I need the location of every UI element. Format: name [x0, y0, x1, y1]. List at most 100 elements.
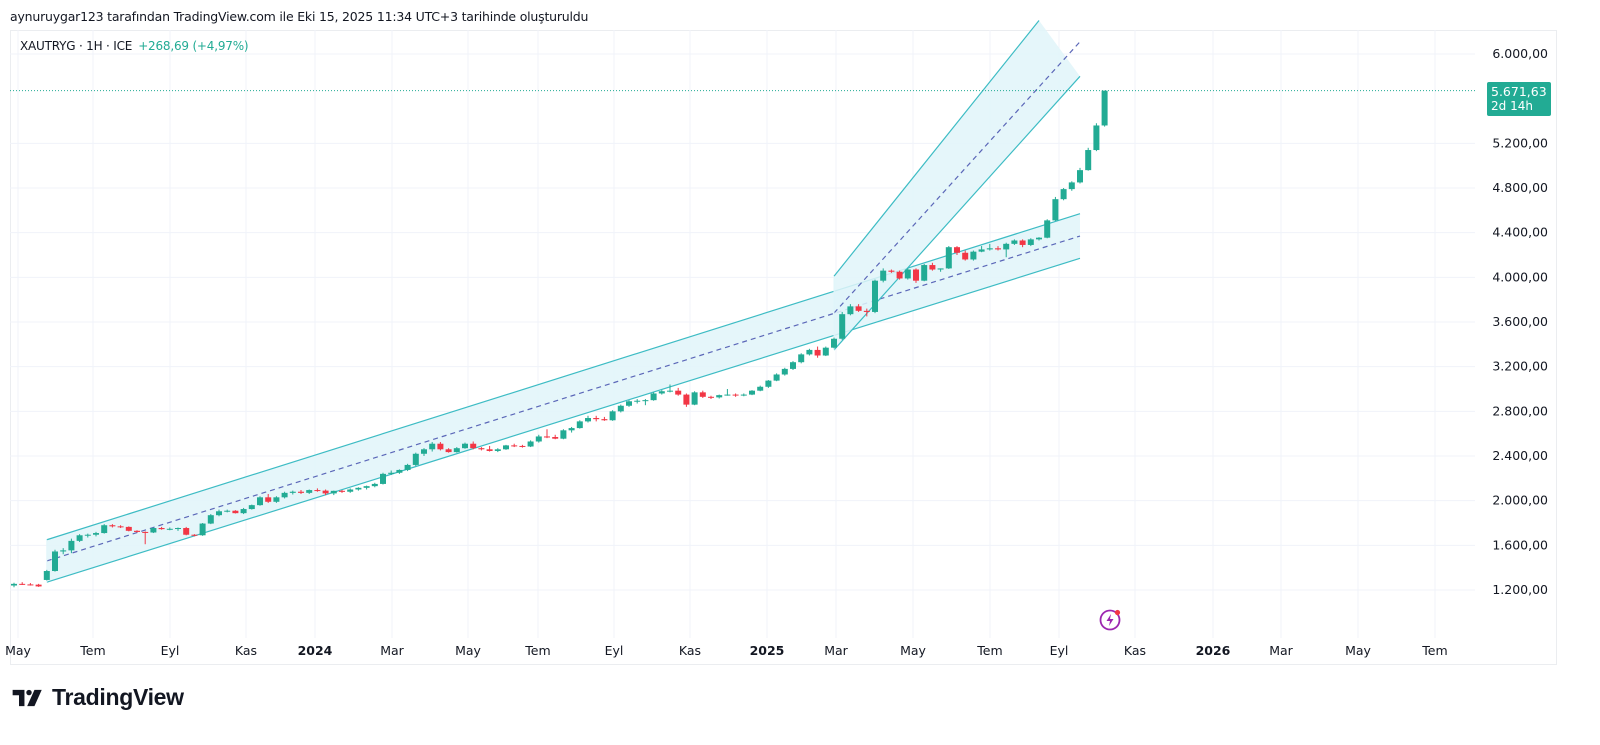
candle	[478, 447, 485, 451]
candle-body	[798, 354, 805, 363]
candle-body	[1052, 199, 1059, 221]
candle-body	[986, 248, 993, 250]
candle	[486, 445, 493, 452]
candle-body	[117, 526, 124, 528]
candle-body	[937, 268, 944, 270]
candle	[962, 250, 969, 261]
candle	[568, 426, 575, 433]
candle	[347, 488, 354, 493]
candle-body	[544, 436, 550, 438]
candle	[330, 490, 337, 496]
candle-body	[478, 448, 485, 450]
time-axis-label: Eyl	[1050, 643, 1069, 658]
price-axis-label: 2.400,00	[1492, 448, 1548, 463]
candle-body	[601, 419, 608, 421]
candle	[1093, 123, 1100, 152]
candle-body	[232, 510, 239, 514]
candle	[847, 304, 854, 316]
candle	[322, 489, 329, 496]
candle-body	[757, 386, 764, 391]
candle-body	[175, 528, 181, 530]
last-price-tag: 5.671,63 2d 14h	[1487, 82, 1551, 116]
candle	[445, 448, 452, 453]
candle	[84, 533, 91, 538]
candle-body	[535, 436, 542, 442]
time-axis-label: 2026	[1196, 643, 1231, 658]
symbol-legend[interactable]: XAUTRYG · 1H · ICE +268,69 (+4,97%)	[20, 39, 249, 53]
chart-caption: aynuruygar123 tarafından TradingView.com…	[10, 9, 589, 24]
candle-body	[855, 306, 862, 311]
candle	[995, 246, 1001, 251]
time-axis-label: 2024	[298, 643, 333, 658]
tradingview-logo[interactable]: TradingView	[12, 684, 184, 711]
candle-body	[929, 265, 936, 270]
candle	[380, 472, 386, 485]
candle	[191, 534, 198, 537]
lightning-events-icon[interactable]	[1098, 608, 1122, 632]
candle-body	[593, 418, 600, 420]
candle-body	[224, 510, 231, 512]
price-axis-label: 5.200,00	[1492, 135, 1548, 150]
candle-body	[839, 314, 846, 339]
candle-body	[675, 390, 682, 395]
candle	[757, 385, 764, 392]
candle	[19, 582, 26, 585]
candle	[1085, 147, 1092, 171]
candle	[437, 442, 444, 451]
candle-body	[1077, 170, 1083, 183]
candle	[937, 268, 944, 272]
candle-body	[363, 486, 370, 488]
candle-body	[68, 540, 75, 551]
candle-body	[1019, 240, 1026, 245]
candle-body	[339, 490, 345, 492]
candle	[986, 243, 993, 251]
candle	[667, 384, 673, 393]
candle	[642, 399, 649, 406]
candle	[781, 367, 788, 376]
candle	[650, 392, 657, 401]
candle-body	[470, 443, 477, 449]
candle	[248, 504, 255, 510]
candle	[453, 447, 460, 453]
candle	[765, 380, 772, 388]
candle-body	[806, 349, 813, 355]
candle	[560, 429, 567, 440]
candle-body	[913, 269, 919, 281]
candle	[298, 490, 304, 494]
candle-body	[609, 411, 616, 421]
candle	[216, 509, 222, 517]
candle	[1060, 188, 1067, 201]
candle	[289, 490, 296, 495]
candle-body	[642, 400, 649, 402]
candle	[158, 526, 165, 530]
candle	[609, 410, 616, 421]
candle	[470, 441, 477, 450]
candle-body	[60, 550, 67, 552]
candles	[11, 90, 1108, 588]
candle	[429, 442, 436, 452]
candle-body	[1060, 189, 1067, 200]
candle	[1052, 196, 1059, 221]
candle-body	[1085, 150, 1092, 171]
candle	[675, 387, 682, 396]
candle-body	[11, 583, 17, 586]
candle-body	[437, 443, 444, 450]
time-axis-label: May	[5, 643, 31, 658]
candle	[207, 514, 214, 525]
candle-body	[585, 418, 591, 422]
candle-body	[404, 464, 411, 470]
candle	[904, 268, 911, 280]
price-axis-label: 4.400,00	[1492, 225, 1548, 240]
price-axis-label: 3.200,00	[1492, 359, 1548, 374]
candle	[749, 390, 755, 396]
candle	[109, 524, 116, 528]
candle-body	[921, 265, 928, 281]
candle-body	[125, 526, 132, 531]
candle-body	[191, 534, 198, 536]
time-axis-label: Mar	[1269, 643, 1293, 658]
candle	[872, 279, 878, 314]
candle	[708, 395, 714, 400]
candle	[240, 507, 247, 515]
candle	[199, 523, 206, 536]
